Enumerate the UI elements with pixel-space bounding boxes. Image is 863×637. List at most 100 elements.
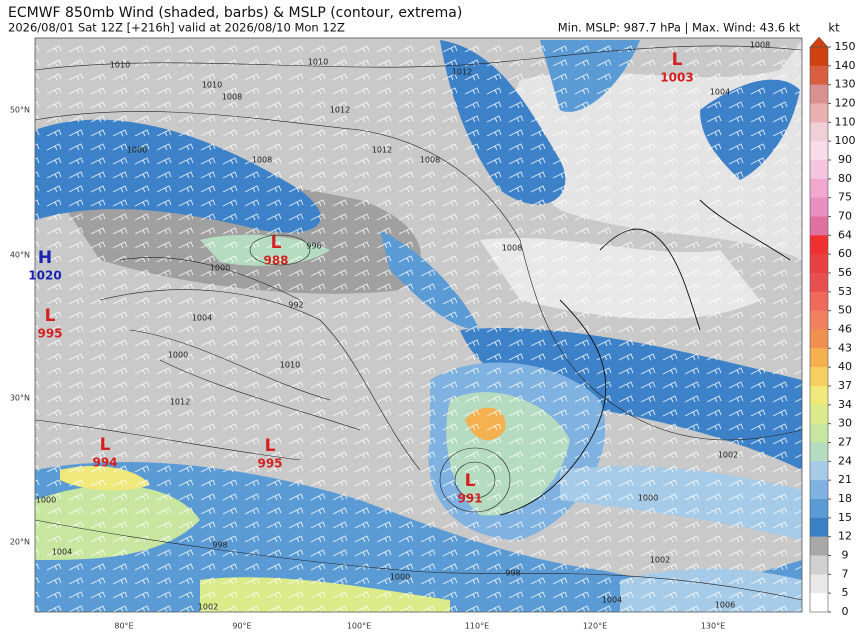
colorbar-label: 110 [835, 115, 856, 128]
contour-label: 1004 [602, 596, 622, 605]
center-symbol: L [465, 471, 476, 491]
colorbar-cell [810, 47, 828, 67]
center-symbol: L [271, 233, 282, 253]
colorbar-label: 90 [838, 153, 852, 166]
contour-label: 1006 [715, 601, 735, 610]
center-symbol: H [38, 248, 52, 268]
contour-labels: 1010 101010121008100410101008101210061008… [36, 41, 770, 612]
contour-label: 1008 [252, 156, 272, 165]
colorbar-label: 27 [838, 436, 852, 449]
colorbar-cell [810, 480, 828, 500]
colorbar-cell [810, 423, 828, 443]
colorbar-cell [810, 348, 828, 368]
lat-label: 40°N [10, 251, 30, 260]
coastline [499, 199, 791, 516]
lon-label: 120°E [583, 622, 607, 631]
contour-label: 1008 [750, 41, 770, 50]
colorbar-cell [810, 367, 828, 387]
contour-label: 1008 [502, 244, 522, 253]
center-value: 994 [92, 456, 117, 470]
colorbar-label: 70 [838, 210, 852, 223]
contour-label: 1000 [390, 573, 410, 582]
center-symbol: L [265, 436, 276, 456]
lon-label: 110°E [465, 622, 489, 631]
colorbar-label: 21 [838, 473, 852, 486]
contour-label: 1010 [280, 361, 300, 370]
contour-label: 998 [505, 569, 520, 578]
contour-label: 1002 [718, 451, 738, 460]
lat-label: 50°N [10, 106, 30, 115]
colorbar-label: 15 [838, 511, 852, 524]
contour-label: 1000 [210, 264, 230, 273]
colorbar-label: 7 [842, 567, 849, 580]
colorbar-cell [810, 461, 828, 481]
colorbar-label: 120 [835, 97, 856, 110]
colorbar-cell [810, 254, 828, 274]
colorbar-label: 53 [838, 285, 852, 298]
contour-label: 1008 [222, 93, 242, 102]
lon-label: 130°E [701, 622, 725, 631]
contour-label: 1010 [110, 61, 130, 70]
colorbar-unit: kt [828, 21, 840, 35]
colorbar-label: 43 [838, 341, 852, 354]
lon-label: 80°E [114, 622, 133, 631]
colorbar-cell [810, 141, 828, 161]
colorbar-cell [810, 103, 828, 123]
colorbar-cell [810, 178, 828, 198]
colorbar-label: 130 [835, 78, 856, 91]
map-frame [34, 37, 803, 613]
contour-label: 992 [288, 301, 303, 310]
lon-label: 100°E [347, 622, 371, 631]
contour-label: 1010 [308, 58, 328, 67]
center-value: 1020 [28, 269, 61, 283]
center-symbol: L [672, 50, 683, 70]
colorbar-label: 34 [838, 398, 852, 411]
contour-label: 1012 [170, 398, 190, 407]
contour-label: 1006 [127, 146, 147, 155]
center-value: 1003 [660, 71, 693, 85]
colorbar: 1501401301201101009080757064605653504643… [809, 36, 856, 618]
wind-barbs [35, 38, 802, 612]
contour-label: 1004 [52, 548, 72, 557]
colorbar-cell [810, 84, 828, 104]
contour-label: 1000 [638, 494, 658, 503]
contour-label: 1010 [202, 81, 222, 90]
center-value: 995 [37, 327, 62, 341]
lon-labels: 80°E 90°E 100°E 110°E 120°E 130°E [114, 622, 725, 631]
colorbar-cell [810, 310, 828, 330]
colorbar-cell [810, 216, 828, 236]
title: ECMWF 850mb Wind (shaded, barbs) & MSLP … [8, 5, 462, 21]
contour-label: 1002 [650, 556, 670, 565]
contour-label: 998 [212, 541, 227, 550]
colorbar-label: 30 [838, 417, 852, 430]
colorbar-arrow [809, 36, 829, 48]
lon-label: 90°E [232, 622, 251, 631]
contour-label: 1004 [710, 88, 730, 97]
colorbar-label: 40 [838, 360, 852, 373]
contour-label: 1002 [198, 603, 218, 612]
colorbar-cell [810, 536, 828, 556]
colorbar-label: 9 [842, 549, 849, 562]
contours [35, 45, 802, 601]
colorbar-cell [810, 574, 828, 594]
colorbar-cell [810, 442, 828, 462]
lat-label: 30°N [10, 394, 30, 403]
contour-label: 1008 [420, 156, 440, 165]
center-value: 991 [457, 492, 482, 506]
colorbar-label: 64 [838, 228, 852, 241]
colorbar-cell [810, 235, 828, 255]
center-value: 988 [263, 254, 288, 268]
colorbar-cell [810, 404, 828, 424]
center-symbol: L [45, 306, 56, 326]
colorbar-cell [810, 593, 828, 613]
colorbar-cell [810, 386, 828, 406]
colorbar-label: 56 [838, 266, 852, 279]
colorbar-cell [810, 517, 828, 537]
colorbar-cell [810, 555, 828, 575]
colorbar-label: 18 [838, 492, 852, 505]
colorbar-label: 50 [838, 304, 852, 317]
colorbar-cell [810, 499, 828, 519]
colorbar-label: 37 [838, 379, 852, 392]
